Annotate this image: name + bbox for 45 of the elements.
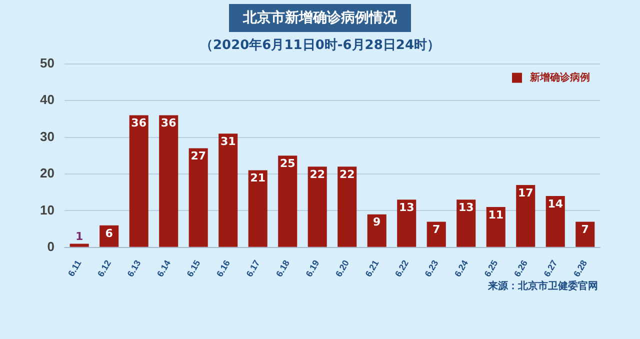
chart-subtitle: （2020年6月11日0时-6月28日24时） [199,37,441,54]
y-tick-label: 10 [40,202,54,218]
data-label: 31 [220,134,236,148]
bar [308,166,327,247]
bar [248,170,268,247]
data-label: 27 [190,150,206,163]
y-tick-label: 50 [40,55,54,70]
y-tick-label: 40 [40,92,54,108]
data-label: 22 [310,168,326,181]
data-label: 7 [432,223,440,236]
bar [397,200,416,247]
bar [486,207,506,247]
bar [188,148,208,247]
data-label: 21 [250,172,266,185]
bar [367,214,386,247]
bar [70,244,89,247]
data-label: 7 [581,223,589,236]
bar [278,156,298,247]
data-label: 13 [458,201,474,214]
bar [546,196,565,247]
y-tick-label: 20 [40,166,54,181]
chart-title: 北京市新增确诊病例情况 [229,4,411,32]
y-tick-label: 30 [40,128,54,144]
data-label: 25 [280,156,296,170]
data-label: 9 [373,216,381,229]
source-note: 来源：北京市卫健委官网 [488,279,598,293]
bar [426,222,446,247]
bar [159,115,178,247]
bar [129,115,148,247]
legend-label: 新增确诊病例 [529,71,590,84]
data-label: 1 [76,230,84,244]
data-label: 6 [105,226,114,240]
data-label: 14 [548,197,564,210]
bar [456,200,476,247]
data-label: 11 [488,208,504,222]
data-label: 17 [518,186,534,200]
bar [576,222,595,247]
data-label: 13 [398,201,414,214]
bar [516,184,536,247]
data-label: 36 [160,116,177,130]
data-label: 22 [339,168,355,181]
bar [338,166,357,247]
y-tick-label: 0 [47,239,54,254]
data-label: 36 [131,116,147,130]
bar [218,134,238,247]
